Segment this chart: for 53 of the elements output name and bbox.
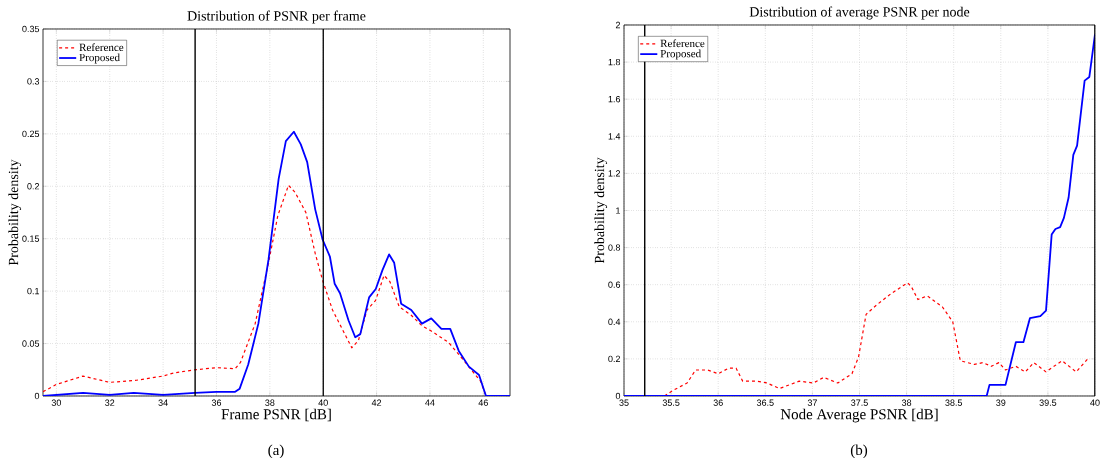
legend-label: Proposed — [79, 53, 120, 64]
x-tick-label: 37 — [807, 399, 817, 406]
text: (b) — [850, 444, 868, 459]
y-tick-label: 0.25 — [22, 130, 40, 138]
y-tick-label: 0 — [34, 392, 40, 400]
x-axis-title: Node Average PSNR [dB] — [780, 408, 938, 423]
y-tick-label: 0.05 — [22, 340, 40, 347]
x-tick-label: 39 — [996, 399, 1006, 406]
y-tick-label: 1.2 — [608, 170, 621, 177]
legend-label: Reference — [79, 43, 124, 52]
y-tick-label: 0.6 — [608, 281, 621, 288]
x-tick-label: 34 — [158, 399, 168, 406]
line-series — [43, 130, 510, 396]
x-tick-label: 36 — [211, 399, 222, 406]
x-tick-label: 38.5 — [945, 399, 963, 406]
y-tick-label: 2 — [615, 21, 621, 29]
x-tick-label: 39.5 — [1039, 399, 1057, 406]
y-axis-title: Probability density — [594, 157, 608, 264]
x-tick-label: 30 — [51, 399, 62, 406]
y-tick-label: 1 — [616, 207, 621, 214]
x-tick-label: 38 — [901, 399, 912, 406]
legend-label: Reference — [660, 39, 705, 48]
y-tick-label: 0.2 — [608, 355, 621, 363]
y-tick-label: 1.6 — [608, 96, 621, 103]
line-series — [663, 282, 1090, 396]
x-tick-label: 32 — [105, 399, 115, 406]
x-tick-label: 40 — [1090, 399, 1100, 406]
y-axis-title: Probability density — [8, 159, 22, 266]
x-tick-label: 42 — [371, 399, 382, 406]
x-tick-label: 35 — [619, 399, 629, 406]
x-tick-label: 36.5 — [756, 399, 774, 406]
text: (a) — [268, 444, 284, 459]
y-tick-label: 1.8 — [608, 58, 621, 66]
x-tick-label: 37.5 — [851, 399, 868, 406]
x-tick-label: 38 — [265, 399, 275, 406]
x-tick-label: 35.5 — [662, 399, 680, 406]
y-tick-label: 1.4 — [608, 133, 621, 140]
x-tick-label: 46 — [478, 399, 488, 406]
y-tick-label: 0.4 — [608, 318, 621, 325]
legend-label: Proposed — [660, 49, 702, 60]
x-tick-label: 36 — [713, 399, 723, 406]
chart-title: Distribution of PSNR per frame — [187, 10, 366, 24]
y-tick-label: 0 — [615, 392, 621, 400]
y-tick-label: 0.35 — [22, 25, 40, 33]
y-tick-label: 0.8 — [608, 244, 621, 251]
chart-title: Distribution of average PSNR per node — [749, 6, 970, 20]
y-tick-label: 0.1 — [27, 287, 40, 295]
y-tick-label: 0.15 — [22, 235, 40, 242]
y-tick-label: 0.2 — [27, 183, 40, 190]
y-tick-label: 0.3 — [27, 78, 40, 85]
x-tick-label: 40 — [318, 399, 328, 406]
x-axis-title: Frame PSNR [dB] — [221, 408, 331, 422]
x-tick-label: 44 — [425, 399, 435, 406]
